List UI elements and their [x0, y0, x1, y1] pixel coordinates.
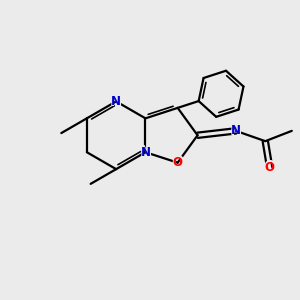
Text: N: N	[230, 123, 242, 138]
Text: O: O	[265, 161, 275, 174]
Text: N: N	[110, 94, 122, 109]
Text: O: O	[171, 155, 184, 170]
Text: O: O	[263, 160, 276, 175]
Text: N: N	[140, 146, 151, 159]
Text: N: N	[231, 124, 241, 137]
Text: N: N	[139, 145, 152, 160]
Text: O: O	[173, 156, 183, 169]
Text: N: N	[111, 95, 121, 108]
